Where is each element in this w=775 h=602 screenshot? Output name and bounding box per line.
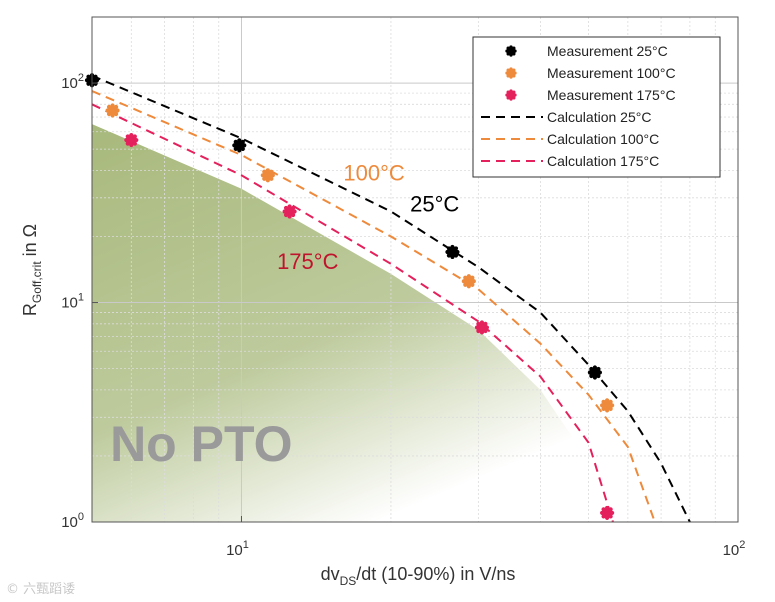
curve-annotation: 175°C [277, 249, 339, 274]
data-point [505, 89, 517, 101]
legend-item: Measurement 175°C [505, 87, 676, 103]
legend-label: Calculation 100°C [547, 131, 659, 147]
data-point [600, 398, 615, 413]
data-point [282, 204, 297, 219]
legend-label: Calculation 175°C [547, 153, 659, 169]
calculation-lines [92, 74, 691, 522]
legend-item: Calculation 175°C [481, 153, 659, 169]
data-point [505, 67, 517, 79]
legend-label: Measurement 175°C [547, 87, 676, 103]
legend-label: Measurement 100°C [547, 65, 676, 81]
legend-item: Measurement 100°C [505, 65, 676, 81]
data-point [105, 103, 120, 118]
y-axis-label: RGoff,crit in Ω [20, 224, 44, 316]
legend-item: Measurement 25°C [505, 43, 668, 59]
y-tick-label: 101 [61, 292, 84, 312]
measurement-points [84, 73, 615, 521]
curve-annotation: 25°C [410, 191, 459, 216]
data-point [587, 365, 603, 380]
series-line [92, 74, 691, 522]
legend-label: Calculation 25°C [547, 109, 651, 125]
watermark: © 六甄蹈诿 [6, 582, 76, 597]
data-point [461, 274, 476, 289]
series-line [92, 103, 614, 522]
y-tick-label: 100 [61, 511, 84, 531]
data-point [505, 45, 517, 57]
x-tick-label: 101 [226, 539, 249, 559]
legend-item: Calculation 25°C [481, 109, 651, 125]
data-point [474, 320, 490, 335]
legend: Measurement 25°C Measurement 100°C Measure… [472, 36, 721, 178]
data-point [260, 168, 275, 183]
x-axis-label: dvDS/dt (10-90%) in V/ns [321, 564, 516, 588]
data-point [124, 132, 139, 148]
region-label: No PTO [110, 416, 292, 472]
legend-box [472, 36, 721, 178]
no-pto-region [92, 124, 610, 522]
legend-item: Calculation 100°C [481, 131, 659, 147]
data-point [232, 138, 247, 153]
plot-frame [91, 16, 739, 523]
data-point [445, 244, 460, 260]
legend-label: Measurement 25°C [547, 43, 668, 59]
x-tick-label: 102 [723, 539, 746, 559]
data-point [600, 505, 615, 521]
y-tick-label: 102 [61, 72, 84, 92]
curve-annotation: 100°C [343, 160, 405, 185]
